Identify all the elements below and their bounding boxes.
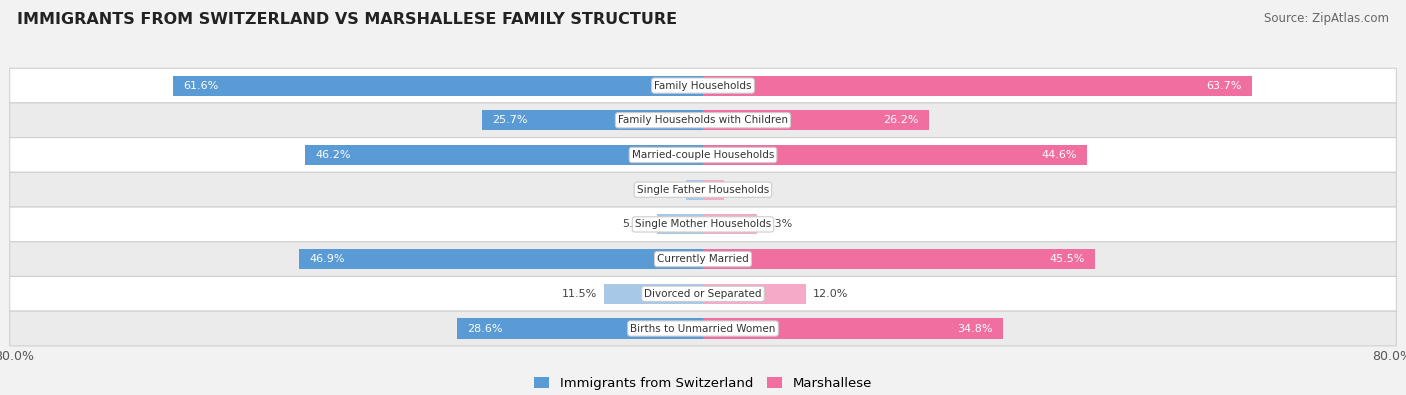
Bar xyxy=(703,75,1251,96)
Bar xyxy=(703,110,928,130)
Text: 12.0%: 12.0% xyxy=(813,289,849,299)
Text: 26.2%: 26.2% xyxy=(883,115,918,125)
Text: 46.9%: 46.9% xyxy=(309,254,344,264)
Text: Family Households: Family Households xyxy=(654,81,752,90)
Text: 11.5%: 11.5% xyxy=(562,289,598,299)
Bar xyxy=(703,180,724,200)
Bar xyxy=(703,214,758,235)
Bar xyxy=(703,318,1002,339)
Bar xyxy=(703,145,1087,165)
Text: 63.7%: 63.7% xyxy=(1206,81,1241,90)
FancyBboxPatch shape xyxy=(10,311,1396,346)
FancyBboxPatch shape xyxy=(10,172,1396,207)
Bar xyxy=(703,284,807,304)
FancyBboxPatch shape xyxy=(10,137,1396,172)
Text: 61.6%: 61.6% xyxy=(183,81,218,90)
Bar xyxy=(658,214,703,235)
Text: 2.4%: 2.4% xyxy=(731,185,759,195)
Text: 46.2%: 46.2% xyxy=(315,150,352,160)
Text: 2.0%: 2.0% xyxy=(651,185,679,195)
Bar xyxy=(457,318,703,339)
Text: 5.3%: 5.3% xyxy=(623,219,651,229)
FancyBboxPatch shape xyxy=(10,207,1396,242)
Text: 6.3%: 6.3% xyxy=(763,219,793,229)
FancyBboxPatch shape xyxy=(10,68,1396,103)
Bar xyxy=(605,284,703,304)
Text: 34.8%: 34.8% xyxy=(957,324,993,333)
Text: Single Father Households: Single Father Households xyxy=(637,185,769,195)
Text: IMMIGRANTS FROM SWITZERLAND VS MARSHALLESE FAMILY STRUCTURE: IMMIGRANTS FROM SWITZERLAND VS MARSHALLE… xyxy=(17,12,678,27)
Bar xyxy=(173,75,703,96)
Text: Single Mother Households: Single Mother Households xyxy=(636,219,770,229)
FancyBboxPatch shape xyxy=(10,103,1396,137)
Text: Married-couple Households: Married-couple Households xyxy=(631,150,775,160)
Bar xyxy=(686,180,703,200)
Bar xyxy=(299,249,703,269)
Text: Family Households with Children: Family Households with Children xyxy=(619,115,787,125)
Text: 45.5%: 45.5% xyxy=(1049,254,1084,264)
Text: 28.6%: 28.6% xyxy=(467,324,502,333)
Bar xyxy=(482,110,703,130)
Bar xyxy=(703,249,1095,269)
Text: Births to Unmarried Women: Births to Unmarried Women xyxy=(630,324,776,333)
Text: 44.6%: 44.6% xyxy=(1042,150,1077,160)
Text: 25.7%: 25.7% xyxy=(492,115,527,125)
Text: Currently Married: Currently Married xyxy=(657,254,749,264)
FancyBboxPatch shape xyxy=(10,276,1396,311)
Legend: Immigrants from Switzerland, Marshallese: Immigrants from Switzerland, Marshallese xyxy=(529,371,877,395)
FancyBboxPatch shape xyxy=(10,242,1396,276)
Text: Divorced or Separated: Divorced or Separated xyxy=(644,289,762,299)
Bar xyxy=(305,145,703,165)
Text: Source: ZipAtlas.com: Source: ZipAtlas.com xyxy=(1264,12,1389,25)
